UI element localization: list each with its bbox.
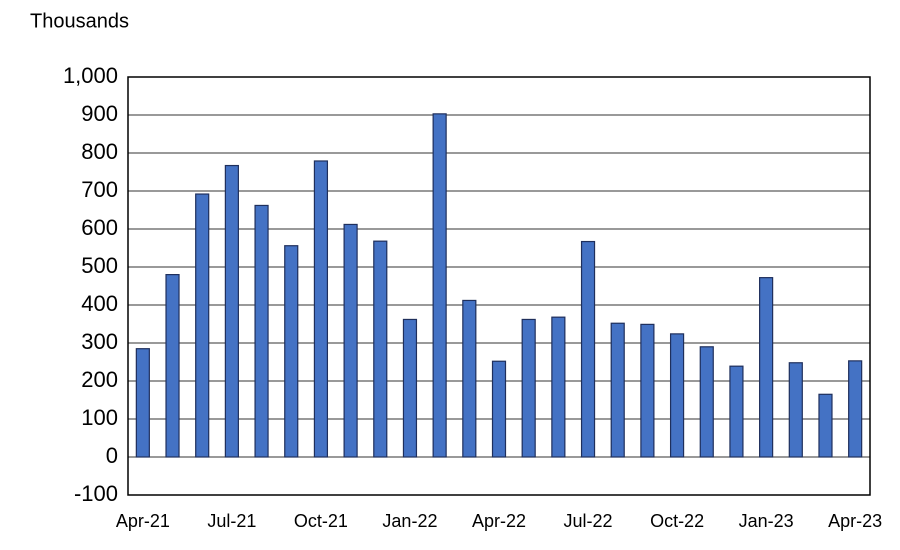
bar	[491, 360, 507, 458]
bar	[640, 323, 655, 458]
bar	[521, 318, 536, 458]
y-tick-label: 0	[106, 443, 118, 468]
y-tick-label: 700	[81, 177, 118, 202]
bar	[402, 318, 418, 458]
bar	[610, 322, 625, 458]
x-tick-label: Oct-22	[650, 511, 704, 531]
bar	[224, 164, 239, 458]
bar	[699, 346, 714, 458]
bar	[788, 362, 803, 458]
bar	[848, 360, 863, 458]
bar	[669, 333, 685, 458]
bar	[373, 240, 388, 458]
bar	[195, 193, 210, 458]
y-tick-label: 200	[81, 367, 118, 392]
bar	[551, 316, 566, 458]
y-tick-label: 100	[81, 405, 118, 430]
y-tick-label: 900	[81, 101, 118, 126]
bar	[462, 299, 477, 458]
y-tick-label: 400	[81, 291, 118, 316]
x-tick-label: Jul-21	[207, 511, 256, 531]
bar	[818, 393, 833, 458]
y-tick-label: 300	[81, 329, 118, 354]
y-axis-title: Thousands	[30, 10, 129, 32]
y-tick-label: 1,000	[63, 63, 118, 88]
y-tick-label: -100	[74, 481, 118, 506]
x-tick-label: Jul-22	[564, 511, 613, 531]
bar	[343, 223, 358, 458]
bar	[313, 160, 329, 458]
bar	[254, 204, 269, 458]
y-tick-label: 500	[81, 253, 118, 278]
bar	[135, 348, 150, 458]
bar	[729, 365, 744, 458]
plot-border	[127, 76, 871, 496]
bar	[165, 274, 180, 458]
x-tick-label: Apr-21	[116, 511, 170, 531]
bar	[580, 240, 596, 458]
bar	[759, 277, 774, 458]
x-tick-label: Apr-23	[828, 511, 882, 531]
bar	[284, 245, 299, 458]
x-tick-label: Oct-21	[294, 511, 348, 531]
y-tick-label: 600	[81, 215, 118, 240]
y-tick-label: 800	[81, 139, 118, 164]
x-tick-label: Jan-23	[739, 511, 794, 531]
bar	[432, 113, 447, 458]
x-tick-label: Jan-22	[382, 511, 437, 531]
x-tick-label: Apr-22	[472, 511, 526, 531]
